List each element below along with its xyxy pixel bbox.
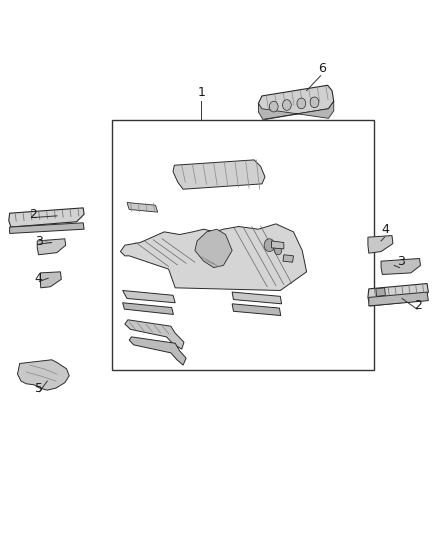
Circle shape: [283, 100, 291, 110]
Polygon shape: [258, 101, 334, 119]
Text: 1: 1: [198, 86, 205, 99]
Polygon shape: [195, 229, 232, 268]
Text: 3: 3: [397, 255, 405, 268]
Text: 2: 2: [29, 208, 37, 221]
Polygon shape: [37, 239, 66, 255]
Polygon shape: [381, 259, 420, 274]
Text: 5: 5: [35, 383, 42, 395]
Polygon shape: [129, 337, 186, 365]
Polygon shape: [125, 320, 184, 349]
Polygon shape: [127, 203, 158, 212]
Polygon shape: [10, 223, 84, 233]
Polygon shape: [120, 224, 307, 290]
Circle shape: [297, 98, 306, 109]
Polygon shape: [173, 160, 265, 189]
Circle shape: [264, 239, 275, 252]
Polygon shape: [232, 304, 281, 316]
Polygon shape: [368, 236, 393, 253]
Polygon shape: [272, 241, 284, 249]
Polygon shape: [123, 290, 175, 303]
Circle shape: [310, 97, 319, 108]
Text: 4: 4: [35, 272, 42, 285]
Text: 3: 3: [35, 235, 42, 248]
Circle shape: [269, 101, 278, 112]
Bar: [112, 120, 374, 370]
Circle shape: [275, 246, 282, 255]
Polygon shape: [9, 208, 84, 227]
Polygon shape: [368, 284, 428, 306]
Text: 6: 6: [318, 62, 326, 75]
Polygon shape: [18, 360, 69, 390]
Polygon shape: [376, 288, 385, 296]
Text: 2: 2: [414, 299, 422, 312]
Polygon shape: [283, 255, 293, 262]
Polygon shape: [369, 292, 428, 306]
Text: 4: 4: [381, 223, 389, 236]
Polygon shape: [232, 292, 282, 304]
Polygon shape: [40, 272, 61, 288]
Polygon shape: [123, 303, 173, 314]
Polygon shape: [258, 85, 334, 119]
